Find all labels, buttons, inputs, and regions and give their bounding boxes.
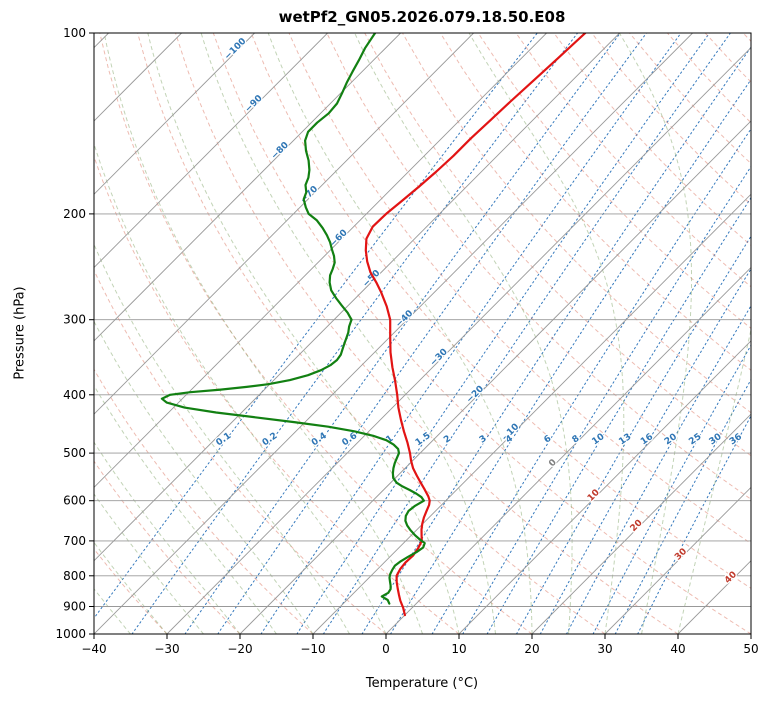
- isotherm-label: −100: [223, 36, 249, 62]
- mixing-ratio-label: 3: [478, 434, 489, 446]
- mixing-ratio-label: 25: [687, 432, 703, 447]
- isotherm-label: 10: [586, 488, 602, 504]
- x-tick-label: 30: [597, 642, 612, 656]
- x-tick-label: −40: [81, 642, 106, 656]
- x-tick-label: 50: [743, 642, 758, 656]
- chart-title: wetPf2_GN05.2026.079.18.50.E08: [278, 8, 566, 26]
- y-tick-label: 200: [63, 207, 86, 221]
- x-tick-label: 0: [382, 642, 390, 656]
- y-tick-label: 900: [63, 600, 86, 614]
- background-lines-layer: [94, 33, 751, 634]
- mixing-ratio-label: 0.4: [310, 431, 329, 448]
- mixing-ratio-label: 6: [542, 434, 553, 446]
- isotherm-label: 30: [673, 547, 689, 563]
- dry-adiabat-lines: [94, 33, 751, 634]
- mixing-ratio-label: 2: [442, 434, 453, 446]
- isotherm-label: 20: [629, 518, 645, 534]
- y-tick-label: 1000: [55, 627, 86, 641]
- mixing-ratio-label: 1.5: [414, 431, 433, 448]
- temperature-curve: [364, 33, 587, 617]
- y-tick-label: 400: [63, 388, 86, 402]
- y-tick-label: 300: [63, 313, 86, 327]
- plot-border: [93, 32, 752, 635]
- isotherm-label: −30: [429, 347, 450, 368]
- x-axis-title: Temperature (°C): [365, 676, 479, 691]
- mixing-ratio-lines: [94, 33, 751, 634]
- dewpoint-curve: [160, 33, 426, 605]
- y-tick-label: 800: [63, 569, 86, 583]
- y-tick-label: 700: [63, 534, 86, 548]
- isotherm-label: 0: [547, 458, 559, 470]
- x-tick-label: −10: [300, 642, 325, 656]
- x-tick-label: −30: [154, 642, 179, 656]
- y-tick-label: 100: [63, 26, 86, 40]
- x-tick-label: 20: [524, 642, 539, 656]
- isotherm-label: 40: [723, 570, 739, 586]
- sounding-curves: [160, 33, 587, 617]
- isotherm-label: −80: [270, 140, 291, 161]
- x-tick-label: 10: [451, 642, 466, 656]
- moist-adiabat-lines: [94, 33, 751, 634]
- isotherm-label: −70: [299, 184, 320, 205]
- isotherm-label: −40: [394, 309, 415, 330]
- y-tick-label: 600: [63, 494, 86, 508]
- x-tick-label: −20: [227, 642, 252, 656]
- axis-ticks: [89, 32, 752, 639]
- mixing-ratio-label: 20: [663, 432, 679, 447]
- pressure-gridlines: [94, 33, 751, 634]
- y-tick-label: 500: [63, 446, 86, 460]
- isotherm-label: −90: [243, 93, 264, 114]
- y-axis-title: Pressure (hPa): [12, 286, 28, 380]
- mixing-ratio-label: 8: [571, 434, 582, 446]
- x-tick-labels: −40 −30 −20 −10 0 10 20 30 40 50: [81, 642, 758, 656]
- y-tick-labels: 100 200 300 400 500 600 700 800 900 1000: [55, 26, 86, 641]
- x-tick-label: 40: [670, 642, 685, 656]
